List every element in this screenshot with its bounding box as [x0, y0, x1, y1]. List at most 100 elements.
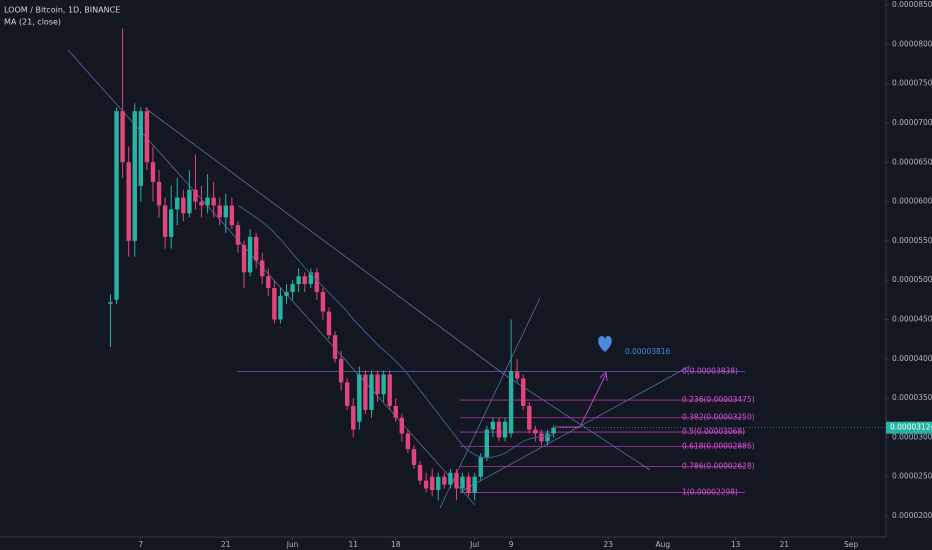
candle-body: [539, 433, 544, 442]
candle-body: [466, 476, 471, 493]
candle-body: [436, 476, 441, 491]
x-tick-label: 23: [603, 540, 613, 549]
candle-body: [211, 197, 216, 206]
candle-body: [247, 236, 253, 273]
candle-body: [162, 205, 168, 237]
candle-body: [241, 244, 247, 273]
annotation: 0.00003816: [625, 347, 671, 356]
candle-body: [138, 111, 144, 186]
candle-body: [521, 378, 526, 406]
candle-body: [278, 295, 283, 320]
candle-body: [132, 111, 137, 241]
candle-body: [332, 335, 338, 359]
y-tick-label: 0.00008500: [892, 0, 932, 9]
candle-body: [551, 427, 556, 434]
indicator-label: MA (21, close): [4, 18, 61, 27]
x-tick-label: Jun: [286, 540, 299, 549]
candle-body: [496, 421, 502, 438]
candle-body: [399, 417, 405, 434]
candle-body: [181, 197, 186, 214]
candle-body: [168, 209, 174, 237]
x-tick-label: 11: [348, 540, 358, 549]
fib-label: 0.5(0.00003068): [682, 427, 745, 436]
candle-body: [429, 476, 435, 491]
arrow-head: [599, 370, 608, 382]
candle-body: [460, 476, 465, 489]
candle-body: [126, 162, 131, 241]
candle-body: [545, 433, 550, 442]
candle-body: [375, 374, 380, 395]
candle-body: [338, 358, 344, 383]
candle-body: [266, 276, 271, 289]
trendline: [144, 107, 506, 376]
candle-body: [387, 374, 392, 406]
candle-body: [260, 260, 265, 277]
candle-body: [120, 111, 125, 163]
candle-body: [235, 225, 241, 245]
fib-label: 0.618(0.00002886): [682, 441, 755, 450]
last-price-box: [886, 421, 932, 434]
x-tick-label: 9: [509, 540, 514, 549]
candle-body: [381, 374, 386, 395]
candle-body: [357, 374, 362, 422]
candle-body: [369, 374, 374, 410]
candle-body: [302, 276, 307, 285]
candle-body: [187, 189, 192, 214]
fib-label: 0.786(0.00002628): [682, 462, 755, 471]
candle-body: [472, 476, 477, 493]
candle-body: [508, 371, 514, 434]
candle-body: [193, 189, 198, 202]
x-tick-label: 21: [779, 540, 789, 549]
candle-body: [229, 205, 235, 226]
candle-body: [393, 405, 398, 418]
candle-body: [284, 291, 289, 296]
candle-body: [484, 429, 490, 458]
candle-body: [205, 197, 210, 206]
candle-body: [156, 181, 162, 206]
candle-body: [351, 405, 356, 430]
candle-body: [326, 311, 332, 336]
candle-body: [442, 476, 447, 485]
candle-body: [411, 449, 417, 465]
fib-label: 0(0.00003838): [682, 367, 738, 376]
candle-body: [533, 429, 538, 434]
candle-body: [502, 421, 508, 438]
candle-body: [114, 111, 119, 300]
candle-body: [175, 197, 180, 210]
fib-label: 1(0.00002298): [682, 488, 738, 497]
x-tick-label: Aug: [656, 540, 671, 549]
candle-body: [108, 302, 113, 304]
candle-body: [144, 111, 150, 163]
candle-body: [223, 205, 229, 218]
candle-body: [363, 374, 368, 410]
candle-body: [290, 284, 295, 292]
candle-body: [448, 472, 453, 485]
candle-body: [320, 291, 326, 312]
arrow: [555, 373, 607, 428]
candle-body: [296, 276, 301, 285]
candle-body: [308, 272, 313, 285]
candle-body: [345, 382, 350, 406]
candle-body: [490, 421, 496, 430]
x-tick-label: 18: [391, 540, 401, 549]
trendline: [459, 365, 691, 493]
x-tick-label: 21: [221, 540, 231, 549]
candle-body: [478, 457, 483, 477]
ma-line: [237, 205, 554, 459]
candle-body: [199, 201, 204, 206]
x-tick-label: 7: [138, 540, 143, 549]
candle-body: [314, 272, 320, 292]
